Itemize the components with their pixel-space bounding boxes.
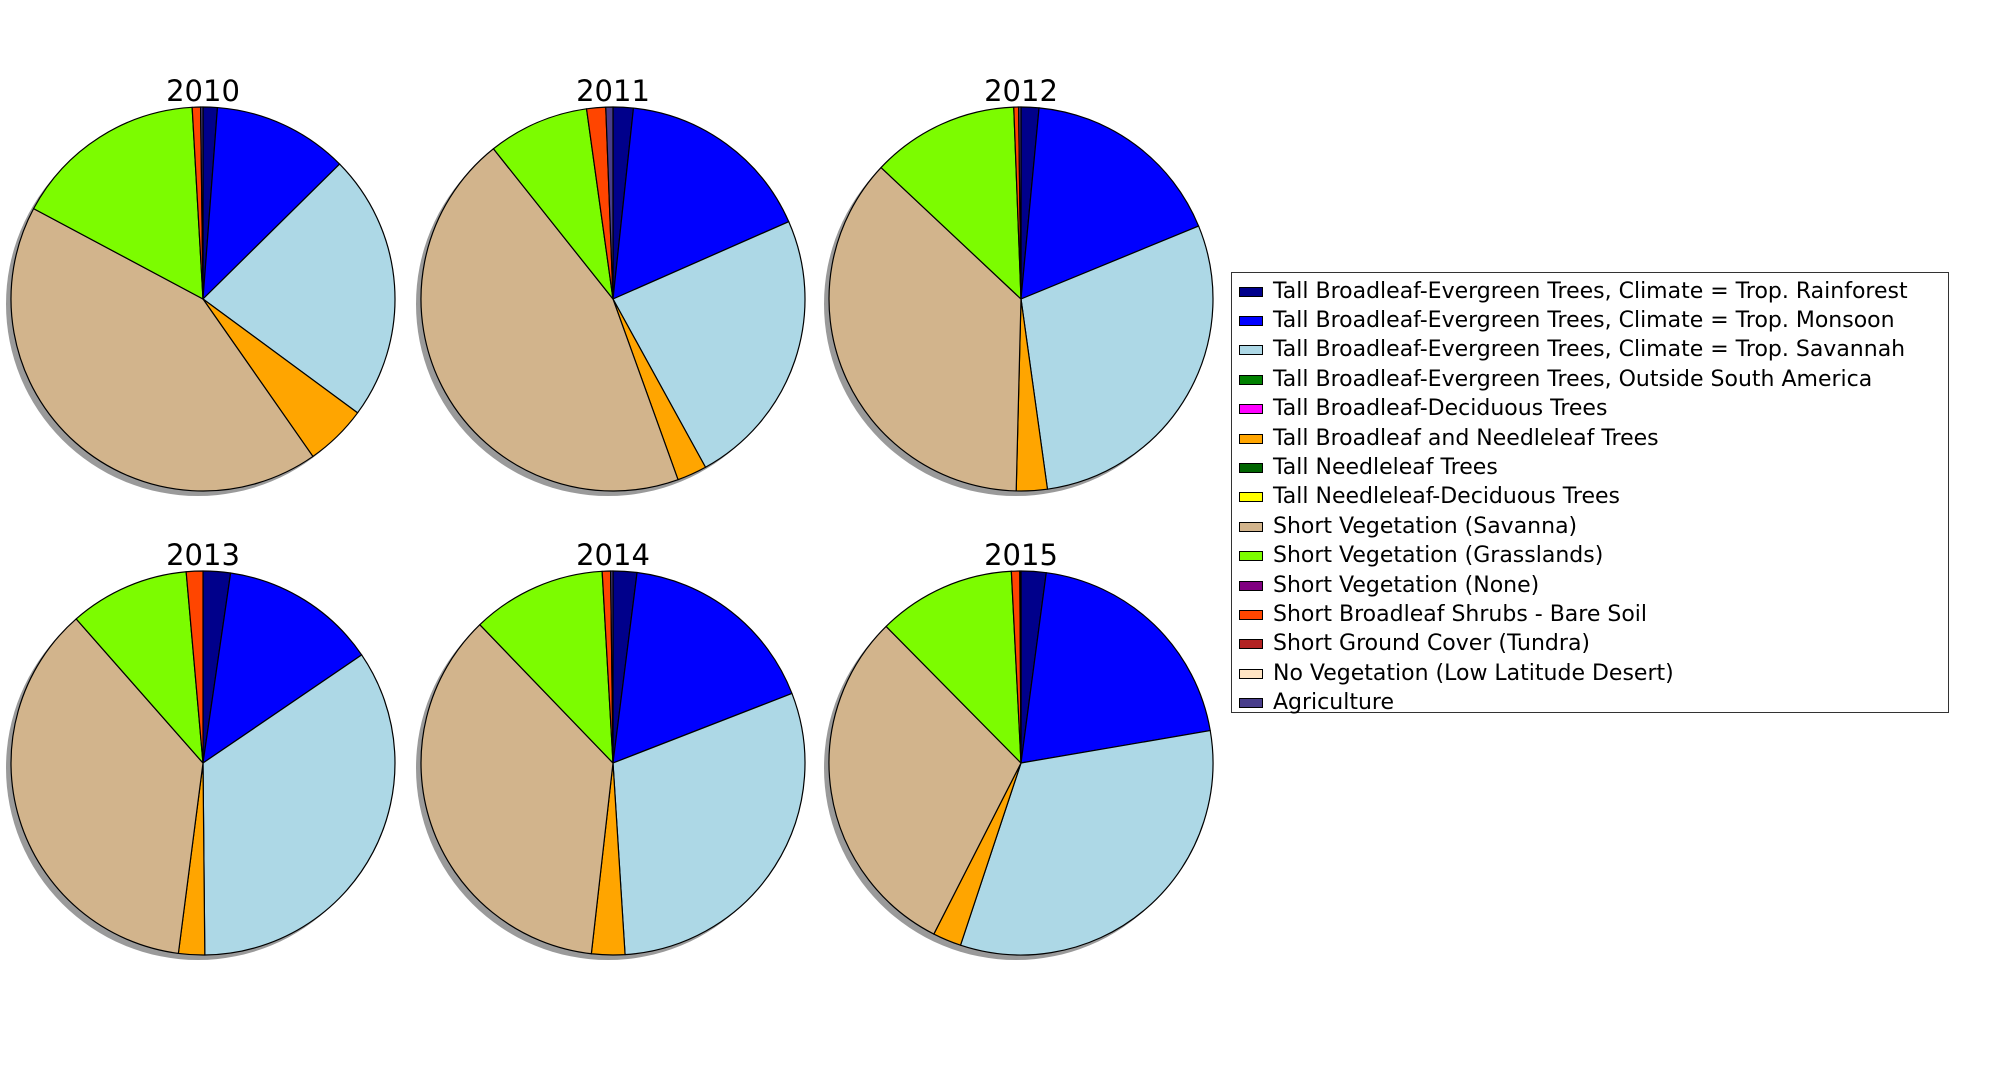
legend-entry: Tall Broadleaf-Deciduous Trees xyxy=(1236,395,1948,424)
legend-swatch xyxy=(1239,698,1263,709)
legend-swatch xyxy=(1239,551,1263,562)
legend-entry: No Vegetation (Low Latitude Desert) xyxy=(1236,659,1948,688)
pie-slice xyxy=(612,107,790,300)
legend-entry: Tall Broadleaf-Evergreen Trees, Outside … xyxy=(1236,365,1948,394)
legend-swatch xyxy=(1239,316,1263,327)
pie-2013: 2013 xyxy=(6,538,396,960)
legend-label: Short Vegetation (Grasslands) xyxy=(1273,543,1604,569)
pie-slice xyxy=(1020,225,1214,490)
legend-label: Tall Broadleaf-Deciduous Trees xyxy=(1273,396,1608,422)
legend-entry: Short Vegetation (Savanna) xyxy=(1236,512,1948,541)
legend-label: Tall Broadleaf-Evergreen Trees, Climate … xyxy=(1273,308,1895,334)
pie-slice xyxy=(880,106,1022,300)
legend-swatch xyxy=(1239,404,1263,415)
pie-slice xyxy=(75,571,204,764)
pie-slice xyxy=(202,106,341,300)
pie-slice xyxy=(828,625,1022,935)
legend-swatch xyxy=(1239,521,1263,532)
pie-title: 2011 xyxy=(576,74,650,108)
legend-entry: Tall Broadleaf-Evergreen Trees, Climate … xyxy=(1236,306,1948,335)
pie-slice xyxy=(199,106,204,300)
pie-slice xyxy=(420,624,614,955)
pie-slice xyxy=(828,166,1022,492)
pie-slice xyxy=(1020,572,1211,764)
pie-2014: 2014 xyxy=(416,538,806,960)
pie-slice xyxy=(612,221,806,468)
legend-swatch xyxy=(1239,639,1263,650)
legend-label: Short Broadleaf Shrubs - Bare Soil xyxy=(1273,601,1648,627)
legend-swatch xyxy=(1239,609,1263,620)
legend-entry: Agriculture xyxy=(1236,688,1948,717)
legend-label: Tall Broadleaf-Evergreen Trees, Climate … xyxy=(1273,278,1908,304)
legend-label: Agriculture xyxy=(1273,690,1394,716)
legend-entry: Tall Broadleaf-Evergreen Trees, Climate … xyxy=(1236,336,1948,365)
pie-title: 2015 xyxy=(984,538,1058,572)
pie-slice xyxy=(202,163,396,414)
pie-slice xyxy=(1017,106,1022,300)
pie-slice xyxy=(202,572,363,764)
legend-entry: Short Broadleaf Shrubs - Bare Soil xyxy=(1236,600,1948,629)
legend-entry: Tall Needleleaf Trees xyxy=(1236,453,1948,482)
legend-swatch xyxy=(1239,374,1263,385)
pie-slice xyxy=(1020,107,1200,300)
pie-slice xyxy=(185,570,204,764)
legend-swatch xyxy=(1239,668,1263,679)
pie-slice xyxy=(885,570,1022,764)
pie-slice xyxy=(202,654,396,956)
legend-label: Tall Broadleaf-Evergreen Trees, Climate … xyxy=(1273,337,1906,363)
legend-swatch xyxy=(1239,492,1263,503)
legend-entry: Short Vegetation (Grasslands) xyxy=(1236,542,1948,571)
legend-label: Tall Needleleaf-Deciduous Trees xyxy=(1273,484,1620,510)
pie-2012: 2012 xyxy=(824,74,1214,496)
legend-entry: Short Ground Cover (Tundra) xyxy=(1236,630,1948,659)
pie-slice xyxy=(609,570,614,764)
legend: Tall Broadleaf-Evergreen Trees, Climate … xyxy=(1231,272,1949,714)
pie-slice xyxy=(1019,570,1022,764)
legend-swatch xyxy=(1239,463,1263,474)
pie-title: 2010 xyxy=(166,74,240,108)
legend-entry: Tall Broadleaf and Needleleaf Trees xyxy=(1236,424,1948,453)
pie-slice xyxy=(10,618,204,955)
legend-label: No Vegetation (Low Latitude Desert) xyxy=(1273,660,1674,686)
pie-slice xyxy=(959,729,1214,956)
pie-slice xyxy=(492,108,614,300)
legend-swatch xyxy=(1239,345,1263,356)
pie-title: 2012 xyxy=(984,74,1058,108)
legend-label: Short Ground Cover (Tundra) xyxy=(1273,631,1591,657)
pie-slice xyxy=(479,570,614,764)
pie-slice xyxy=(612,692,806,956)
pie-slice xyxy=(612,571,793,764)
pie-slice xyxy=(420,148,679,492)
pie-slice xyxy=(33,106,204,300)
pie-grid: 2010 2011 2012 2013 2014 2015 xyxy=(6,74,1214,960)
legend-label: Tall Needleleaf Trees xyxy=(1273,455,1498,481)
pie-title: 2014 xyxy=(576,538,650,572)
legend-label: Short Vegetation (None) xyxy=(1273,572,1540,598)
legend-label: Short Vegetation (Savanna) xyxy=(1273,513,1578,539)
legend-entry: Tall Needleleaf-Deciduous Trees xyxy=(1236,483,1948,512)
pie-slice xyxy=(10,208,314,492)
legend-entry: Tall Broadleaf-Evergreen Trees, Climate … xyxy=(1236,277,1948,306)
pie-2011: 2011 xyxy=(416,74,806,496)
pie-slice xyxy=(605,106,614,300)
legend-label: Tall Broadleaf-Evergreen Trees, Outside … xyxy=(1273,366,1873,392)
legend-label: Tall Broadleaf and Needleleaf Trees xyxy=(1273,425,1659,451)
legend-entry: Short Vegetation (None) xyxy=(1236,571,1948,600)
pie-2010: 2010 xyxy=(6,74,396,496)
legend-swatch xyxy=(1239,580,1263,591)
pie-title: 2013 xyxy=(166,538,240,572)
pie-2015: 2015 xyxy=(824,538,1214,960)
legend-swatch xyxy=(1239,286,1263,297)
legend-swatch xyxy=(1239,433,1263,444)
